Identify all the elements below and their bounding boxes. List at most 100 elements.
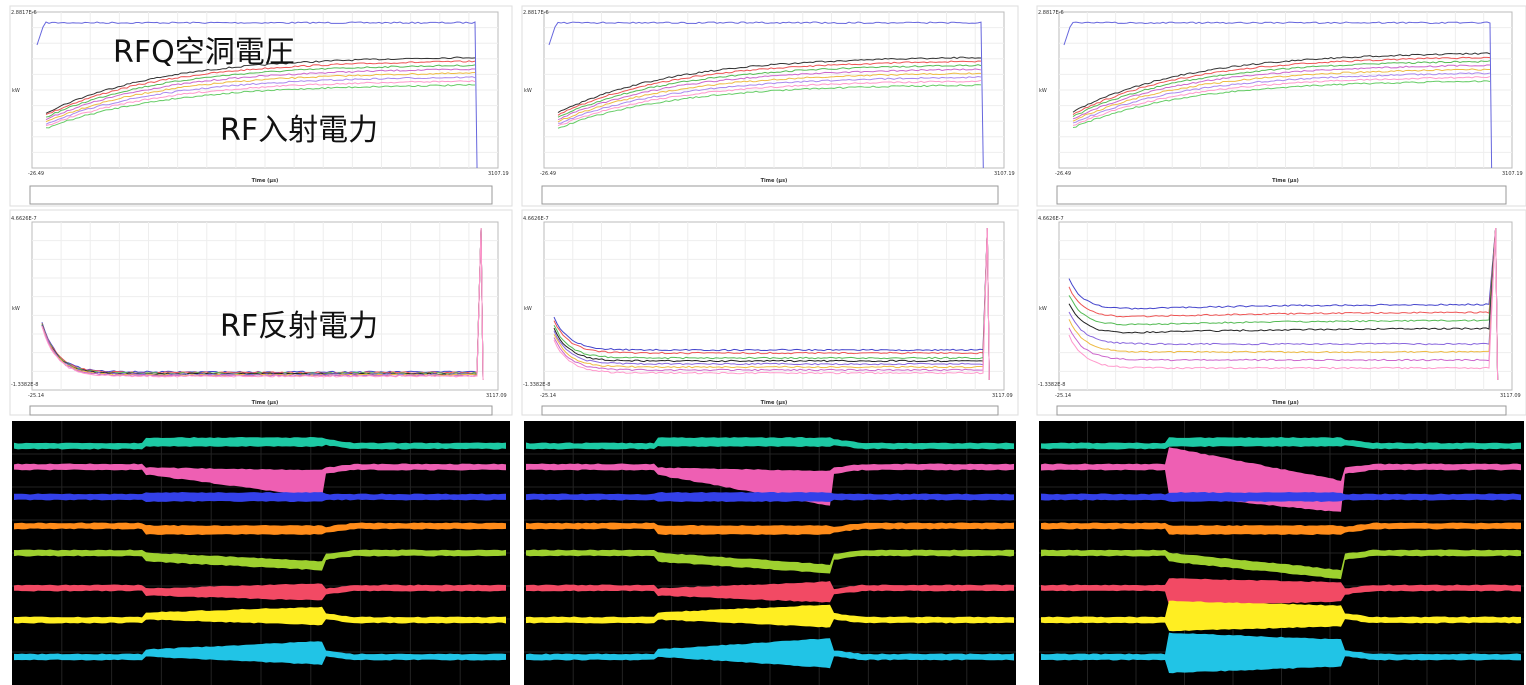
- trace: [553, 227, 990, 381]
- y-axis-unit: kW: [12, 306, 20, 312]
- trace: [41, 227, 484, 381]
- x-axis-title: Time (μs): [1272, 178, 1299, 184]
- trace: [1072, 72, 1491, 124]
- y-tick-label: -1.3382E-8: [11, 382, 38, 388]
- trace: [45, 83, 476, 129]
- legend-box: [541, 405, 999, 416]
- trace: [553, 227, 990, 381]
- annotation: RFQ空洞電圧: [113, 35, 295, 70]
- x-axis-title: Time (μs): [252, 178, 279, 184]
- scope-trace: [526, 463, 1014, 506]
- trace: [553, 227, 990, 381]
- trace: [553, 227, 990, 381]
- trace: [557, 56, 982, 114]
- panels: 2.8817E-6 kW -26.49 3107.19 Time (μs) 4.6626E…: [9, 5, 1526, 685]
- trace: [45, 56, 476, 114]
- trace: [45, 60, 476, 115]
- scope-trace: [1041, 600, 1521, 632]
- scope-trace: [14, 606, 506, 626]
- trace: [557, 76, 982, 124]
- y-tick-label: 2.8817E-6: [1038, 10, 1064, 16]
- trace: [45, 68, 476, 121]
- trace: [45, 76, 476, 125]
- scope-trace: [526, 492, 1014, 502]
- y-axis-unit: kW: [1039, 306, 1047, 312]
- scope-trace: [526, 581, 1014, 603]
- scope-trace: [526, 522, 1014, 535]
- y-tick-label: 4.6626E-7: [523, 216, 549, 222]
- trace: [548, 21, 984, 169]
- trace: [1068, 227, 1499, 381]
- annotation: RF入射電力: [220, 113, 378, 148]
- scope-trace: [14, 549, 506, 571]
- trace: [45, 80, 476, 127]
- x-axis-title: Time (μs): [761, 178, 788, 184]
- x-tick-label: -25.14: [28, 393, 44, 399]
- scope-trace: [1041, 578, 1521, 606]
- trace: [1072, 64, 1491, 120]
- trace: [1072, 80, 1491, 128]
- x-tick-label: -26.49: [540, 171, 556, 177]
- scope-trace: [1041, 437, 1521, 450]
- trace: [557, 68, 982, 121]
- x-tick-label: 3107.19: [994, 171, 1015, 177]
- trace: [45, 64, 476, 118]
- legend-box: [29, 185, 493, 205]
- legend-box: [541, 185, 999, 205]
- trace: [553, 227, 990, 381]
- trace: [1068, 227, 1499, 381]
- scope-trace: [14, 522, 506, 535]
- x-axis-title: Time (μs): [1272, 400, 1299, 406]
- trace: [1072, 56, 1491, 115]
- trace: [557, 84, 982, 129]
- trace: [1068, 227, 1499, 381]
- scope-trace: [526, 604, 1014, 628]
- trace: [36, 21, 478, 169]
- trace: [45, 72, 476, 123]
- y-axis-unit: kW: [12, 88, 20, 94]
- x-tick-label: -25.14: [1055, 393, 1071, 399]
- x-tick-label: 3107.19: [1502, 171, 1523, 177]
- trace: [1068, 227, 1499, 381]
- scope-trace: [526, 437, 1014, 450]
- scope-trace: [1041, 447, 1521, 512]
- x-tick-label: 3117.09: [992, 393, 1013, 399]
- x-tick-label: -26.49: [1055, 171, 1071, 177]
- x-tick-label: -25.14: [540, 393, 556, 399]
- scope-trace: [14, 492, 506, 502]
- trace: [1068, 227, 1499, 381]
- trace: [1072, 76, 1491, 126]
- x-axis-title: Time (μs): [252, 400, 279, 406]
- legend-box: [1056, 405, 1507, 416]
- x-tick-label: 3107.19: [488, 171, 509, 177]
- x-tick-label: -26.49: [28, 171, 44, 177]
- trace: [553, 227, 990, 381]
- y-tick-label: -1.3382E-8: [523, 382, 550, 388]
- trace: [1068, 227, 1499, 381]
- trace: [557, 60, 982, 116]
- scope-trace: [526, 549, 1014, 574]
- scope-trace: [1041, 522, 1521, 535]
- trace: [1072, 60, 1491, 117]
- y-tick-label: 4.6626E-7: [1038, 216, 1064, 222]
- y-axis-unit: kW: [524, 306, 532, 312]
- trace: [553, 227, 990, 381]
- scope-trace: [1041, 549, 1521, 580]
- scope-trace: [1041, 632, 1521, 674]
- y-axis-unit: kW: [1039, 88, 1047, 94]
- trace: [41, 227, 484, 381]
- trace: [1068, 227, 1499, 381]
- y-tick-label: 4.6626E-7: [11, 216, 37, 222]
- trace: [557, 72, 982, 123]
- y-tick-label: -1.3382E-8: [1038, 382, 1065, 388]
- y-tick-label: 2.8817E-6: [523, 10, 549, 16]
- y-tick-label: 2.8817E-6: [11, 10, 37, 16]
- y-axis-unit: kW: [524, 88, 532, 94]
- scope-trace: [14, 641, 506, 666]
- scope-trace: [14, 437, 506, 450]
- trace: [1068, 227, 1499, 381]
- legend-box: [29, 405, 493, 416]
- trace: [41, 227, 484, 381]
- x-tick-label: 3117.09: [486, 393, 507, 399]
